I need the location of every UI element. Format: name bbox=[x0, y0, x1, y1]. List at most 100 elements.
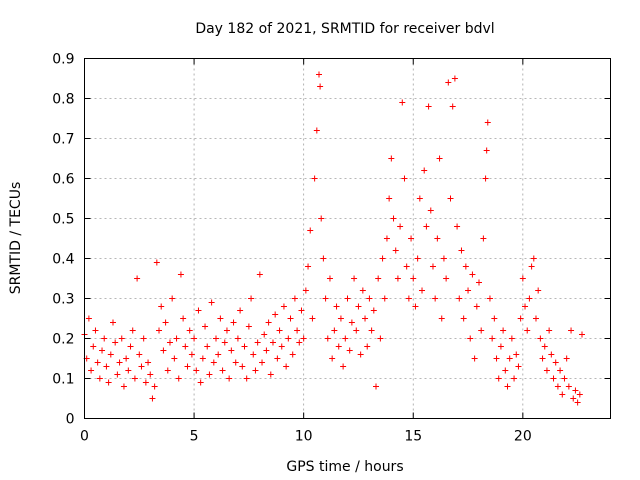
data-point bbox=[473, 303, 480, 310]
data-point bbox=[493, 355, 500, 362]
data-point bbox=[114, 371, 121, 378]
data-point bbox=[118, 335, 125, 342]
data-point bbox=[438, 315, 445, 322]
data-point bbox=[436, 155, 443, 162]
data-point bbox=[149, 395, 156, 402]
data-point bbox=[522, 303, 529, 310]
data-point bbox=[305, 263, 312, 270]
data-point bbox=[579, 331, 586, 338]
data-point bbox=[280, 303, 287, 310]
data-point bbox=[377, 335, 384, 342]
data-point bbox=[175, 375, 182, 382]
data-point bbox=[342, 335, 349, 342]
y-tick-label: 0.7 bbox=[52, 132, 74, 148]
data-point bbox=[296, 339, 303, 346]
data-point bbox=[392, 247, 399, 254]
data-point bbox=[541, 343, 548, 350]
data-point bbox=[147, 371, 154, 378]
data-point bbox=[517, 315, 524, 322]
data-point bbox=[557, 367, 564, 374]
data-point bbox=[364, 343, 371, 350]
data-point bbox=[191, 335, 198, 342]
data-point bbox=[250, 351, 257, 358]
data-point bbox=[199, 355, 206, 362]
data-point bbox=[195, 307, 202, 314]
data-point bbox=[182, 343, 189, 350]
data-point bbox=[107, 351, 114, 358]
data-point bbox=[294, 327, 301, 334]
x-tick-label: 20 bbox=[514, 429, 532, 445]
data-point bbox=[171, 355, 178, 362]
data-point bbox=[576, 391, 583, 398]
data-point bbox=[103, 363, 110, 370]
data-point bbox=[311, 175, 318, 182]
data-point bbox=[221, 339, 228, 346]
data-point bbox=[405, 295, 412, 302]
data-point bbox=[513, 351, 520, 358]
data-point bbox=[263, 347, 270, 354]
y-axis-label: SRMTID / TECUs bbox=[8, 182, 24, 295]
data-point bbox=[125, 367, 132, 374]
data-point bbox=[259, 359, 266, 366]
data-point bbox=[283, 363, 290, 370]
data-point bbox=[197, 379, 204, 386]
data-point bbox=[504, 383, 511, 390]
data-point bbox=[388, 155, 395, 162]
x-tick-label: 0 bbox=[80, 429, 89, 445]
data-point bbox=[394, 275, 401, 282]
data-point bbox=[476, 279, 482, 286]
data-point bbox=[443, 275, 450, 282]
data-point bbox=[166, 339, 173, 346]
data-point bbox=[94, 359, 101, 366]
data-point bbox=[427, 207, 434, 214]
data-point bbox=[265, 319, 272, 326]
data-point bbox=[416, 195, 423, 202]
data-point bbox=[291, 295, 298, 302]
data-point bbox=[202, 323, 209, 330]
data-point bbox=[90, 343, 97, 350]
data-point bbox=[383, 235, 390, 242]
data-point bbox=[348, 319, 355, 326]
y-tick-label: 0.3 bbox=[52, 292, 74, 308]
data-point bbox=[414, 255, 421, 262]
data-point bbox=[539, 355, 546, 362]
data-point bbox=[276, 327, 283, 334]
data-point bbox=[248, 295, 255, 302]
data-point bbox=[489, 335, 496, 342]
data-point bbox=[331, 327, 338, 334]
data-point bbox=[188, 351, 195, 358]
data-point bbox=[140, 335, 147, 342]
y-tick-label: 0.1 bbox=[52, 372, 74, 388]
data-point bbox=[456, 295, 463, 302]
data-point bbox=[239, 363, 246, 370]
data-point bbox=[524, 327, 531, 334]
y-tick-label: 0.4 bbox=[52, 252, 74, 268]
data-point bbox=[278, 343, 285, 350]
data-point bbox=[449, 103, 456, 110]
data-point bbox=[215, 351, 222, 358]
data-point bbox=[160, 347, 167, 354]
data-point bbox=[451, 75, 458, 82]
data-point bbox=[138, 363, 145, 370]
data-point bbox=[344, 295, 351, 302]
data-point bbox=[429, 263, 436, 270]
data-point bbox=[186, 327, 193, 334]
data-point bbox=[300, 335, 307, 342]
data-point bbox=[537, 335, 544, 342]
plot-frame bbox=[84, 58, 611, 419]
data-point bbox=[390, 215, 397, 222]
data-point bbox=[366, 295, 373, 302]
x-tick-label: 15 bbox=[404, 429, 422, 445]
data-point bbox=[267, 371, 274, 378]
data-point bbox=[425, 103, 432, 110]
data-point bbox=[362, 315, 369, 322]
data-point bbox=[381, 295, 388, 302]
data-point bbox=[563, 355, 570, 362]
data-point bbox=[370, 307, 377, 314]
data-point bbox=[548, 351, 555, 358]
data-point bbox=[445, 79, 452, 86]
data-point bbox=[219, 367, 226, 374]
data-point bbox=[528, 263, 535, 270]
data-point bbox=[570, 395, 577, 402]
